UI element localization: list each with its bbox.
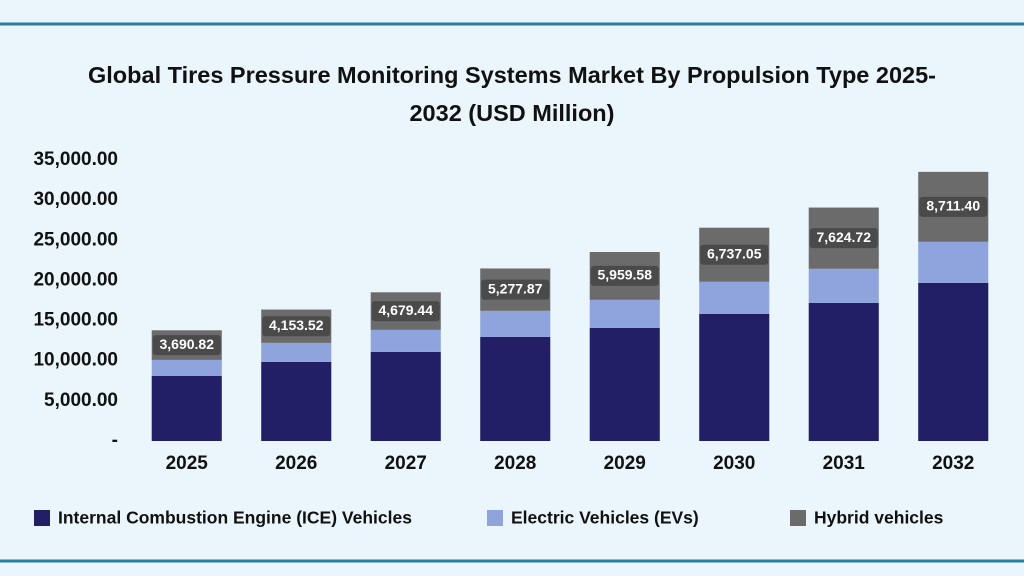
x-tick-label: 2028 (494, 453, 536, 474)
bar-segment (261, 342, 332, 362)
value-label: 7,624.72 (817, 229, 872, 245)
x-tick-label: 2030 (713, 453, 755, 474)
value-label-bg (700, 244, 769, 265)
x-tick-label: 2027 (385, 453, 427, 474)
value-label: 6,737.05 (707, 245, 762, 261)
bar-segment (480, 336, 551, 441)
value-label: 3,690.82 (160, 336, 215, 352)
value-label-bg (371, 301, 440, 322)
value-label-bg (590, 265, 659, 286)
value-label-bg (919, 196, 988, 217)
legend-swatch (790, 510, 806, 526)
y-tick-label: 20,000.00 (33, 269, 118, 290)
x-tick-label: 2031 (823, 453, 866, 474)
x-tick-label: 2032 (932, 453, 974, 474)
bar-segment (808, 302, 879, 441)
legend-swatch (487, 510, 503, 526)
legend-swatch (34, 510, 50, 526)
value-label: 8,711.40 (926, 198, 980, 214)
bar-segment (151, 359, 222, 376)
bar-segment (808, 268, 879, 303)
bar-segment (480, 310, 551, 337)
bar-segment (261, 361, 332, 441)
bar-segment (699, 313, 770, 441)
value-label-bg (152, 335, 221, 356)
value-label-bg (262, 316, 331, 337)
legend-label: Internal Combustion Engine (ICE) Vehicle… (58, 508, 412, 528)
bar-segment (370, 351, 441, 441)
bar-segment (370, 329, 441, 352)
bar-segment (589, 327, 660, 441)
x-tick-label: 2029 (604, 453, 646, 474)
value-label: 5,959.58 (598, 267, 653, 283)
bar-segment (151, 375, 222, 441)
y-tick-label: 10,000.00 (33, 350, 118, 371)
y-tick-label: 30,000.00 (33, 189, 118, 210)
y-tick-label: 25,000.00 (33, 229, 118, 250)
y-tick-label: 35,000.00 (33, 149, 118, 170)
y-tick-label: 5,000.00 (44, 390, 118, 411)
value-label: 4,679.44 (379, 302, 434, 318)
y-tick-label: 15,000.00 (33, 310, 118, 331)
bar-segment (699, 281, 770, 314)
x-tick-label: 2025 (166, 453, 209, 474)
value-label: 4,153.52 (269, 317, 324, 333)
value-label: 5,277.87 (488, 280, 543, 296)
value-label-bg (481, 279, 550, 300)
bar-segment (589, 299, 660, 328)
bar-segment (918, 241, 989, 283)
value-label-bg (809, 228, 878, 249)
y-tick-label: - (112, 430, 118, 451)
chart-title: Global Tires Pressure Monitoring Systems… (88, 62, 936, 126)
bar-segment (918, 282, 989, 441)
legend-label: Hybrid vehicles (814, 508, 944, 528)
legend-label: Electric Vehicles (EVs) (511, 508, 699, 528)
x-tick-label: 2026 (275, 453, 317, 474)
